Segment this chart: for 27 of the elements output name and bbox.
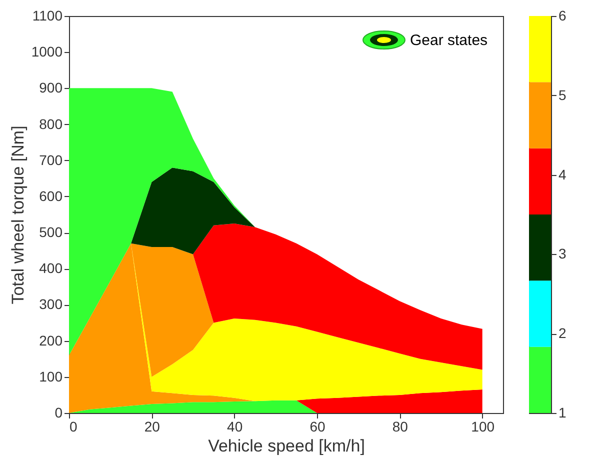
color-bar-label: 2 (558, 325, 566, 342)
color-bar-label: 6 (558, 8, 566, 24)
x-tick-label: 100 (471, 418, 495, 434)
y-tick-label: 500 (39, 224, 63, 240)
color-bar-label: 3 (558, 246, 566, 262)
y-tick-label: 700 (39, 152, 63, 168)
color-bar-label: 4 (558, 166, 566, 182)
y-tick-label: 900 (39, 80, 63, 96)
y-tick-label: 1100 (32, 8, 63, 24)
y-axis-title: Total wheel torque [Nm] (8, 126, 28, 304)
x-tick-label: 40 (227, 418, 243, 434)
x-tick-label: 20 (144, 418, 160, 434)
x-axis-title: Vehicle speed [km/h] (208, 436, 365, 456)
y-tick-label: 200 (39, 332, 63, 348)
y-tick-label: 100 (39, 368, 63, 384)
y-tick-label: 800 (39, 116, 63, 132)
y-tick-label: 0 (54, 404, 63, 420)
color-bar-label: 5 (558, 86, 566, 103)
legend-title: Gear states (410, 32, 488, 48)
y-tick-label: 300 (39, 296, 63, 312)
color-bar-label: 1 (558, 404, 566, 420)
y-tick-label: 600 (39, 188, 63, 204)
x-tick-label: 0 (70, 418, 78, 434)
x-tick-label: 80 (392, 418, 408, 434)
x-tick-label: 60 (310, 418, 326, 434)
y-tick-label: 400 (39, 260, 63, 276)
y-tick-label: 1000 (31, 44, 63, 60)
